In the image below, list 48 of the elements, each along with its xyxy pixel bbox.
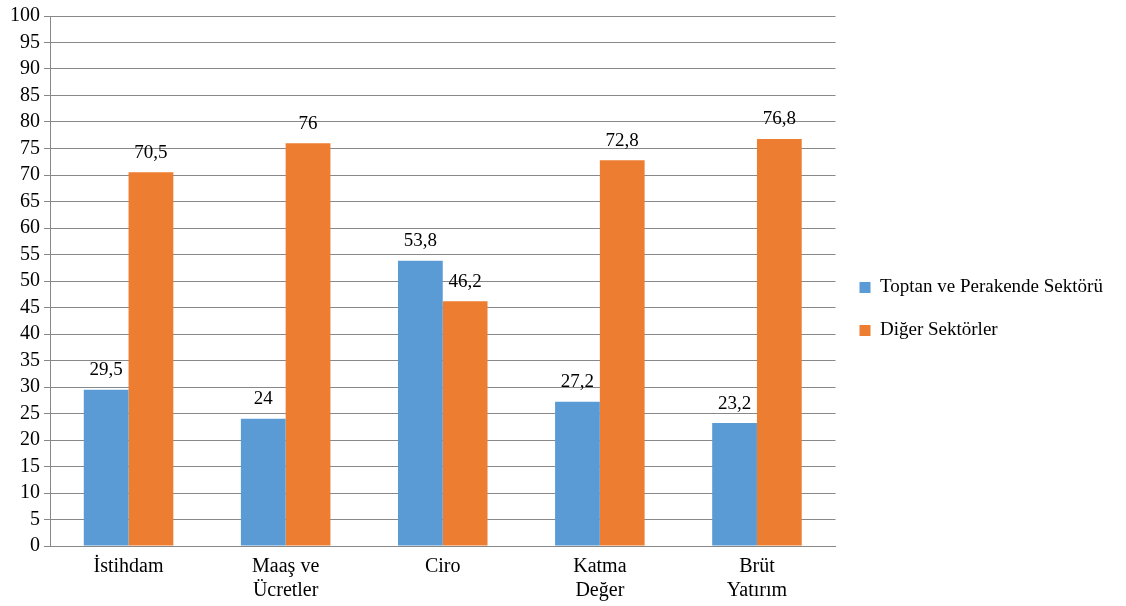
y-tick-label: 65 bbox=[20, 188, 40, 211]
bar bbox=[756, 138, 802, 546]
y-tick-label: 35 bbox=[20, 347, 40, 370]
y-tick-label: 20 bbox=[20, 427, 40, 450]
y-tick-label: 10 bbox=[20, 480, 40, 503]
data-label: 29,5 bbox=[89, 358, 123, 380]
bar bbox=[712, 423, 757, 546]
data-label: 46,2 bbox=[448, 269, 482, 291]
y-tick-label: 50 bbox=[20, 268, 40, 291]
y-tick-label: 60 bbox=[20, 215, 40, 238]
x-tick-label: Katma Değer bbox=[573, 554, 627, 602]
bar bbox=[128, 172, 174, 546]
data-label: 23,2 bbox=[717, 391, 752, 413]
y-tick-label: 30 bbox=[20, 374, 40, 397]
y-tick-label: 5 bbox=[30, 506, 40, 529]
bar bbox=[285, 143, 331, 546]
bar bbox=[599, 160, 645, 546]
data-label: 76,8 bbox=[762, 107, 796, 129]
y-tick-label: 25 bbox=[20, 400, 40, 423]
y-tick-label: 100 bbox=[10, 3, 40, 26]
y-tick-label: 15 bbox=[20, 453, 40, 476]
y-tick-label: 90 bbox=[20, 56, 40, 79]
y-tick-label: 55 bbox=[20, 241, 40, 264]
y-tick-label: 80 bbox=[20, 109, 40, 132]
x-tick-label: Brüt Yatırım bbox=[726, 554, 788, 601]
data-label: 70,5 bbox=[134, 140, 168, 162]
x-tick-label: Maaş ve Ücretler bbox=[252, 554, 320, 601]
y-tick-label: 95 bbox=[20, 29, 40, 52]
y-tick-label: 0 bbox=[30, 533, 40, 556]
y-tick-label: 45 bbox=[20, 294, 40, 317]
x-tick-label: İstihdam bbox=[93, 554, 164, 577]
bar bbox=[555, 401, 600, 546]
y-tick-label: 40 bbox=[20, 321, 40, 344]
y-tick-label: 70 bbox=[20, 162, 40, 185]
data-label: 76 bbox=[298, 111, 318, 133]
x-tick-label: Ciro bbox=[424, 554, 461, 577]
bar bbox=[397, 260, 443, 546]
y-tick-label: 75 bbox=[20, 135, 40, 158]
bar bbox=[442, 301, 488, 546]
bar bbox=[83, 389, 129, 546]
data-label: 24 bbox=[253, 387, 274, 409]
legend-label: Toptan ve Perakende Sektörü bbox=[880, 275, 1104, 297]
data-label: 72,8 bbox=[605, 128, 639, 150]
data-label: 53,8 bbox=[403, 229, 437, 251]
bar bbox=[240, 418, 286, 546]
y-tick-label: 85 bbox=[20, 82, 40, 105]
data-label: 27,2 bbox=[560, 370, 595, 392]
legend-label: Diğer Sektörler bbox=[880, 318, 999, 340]
